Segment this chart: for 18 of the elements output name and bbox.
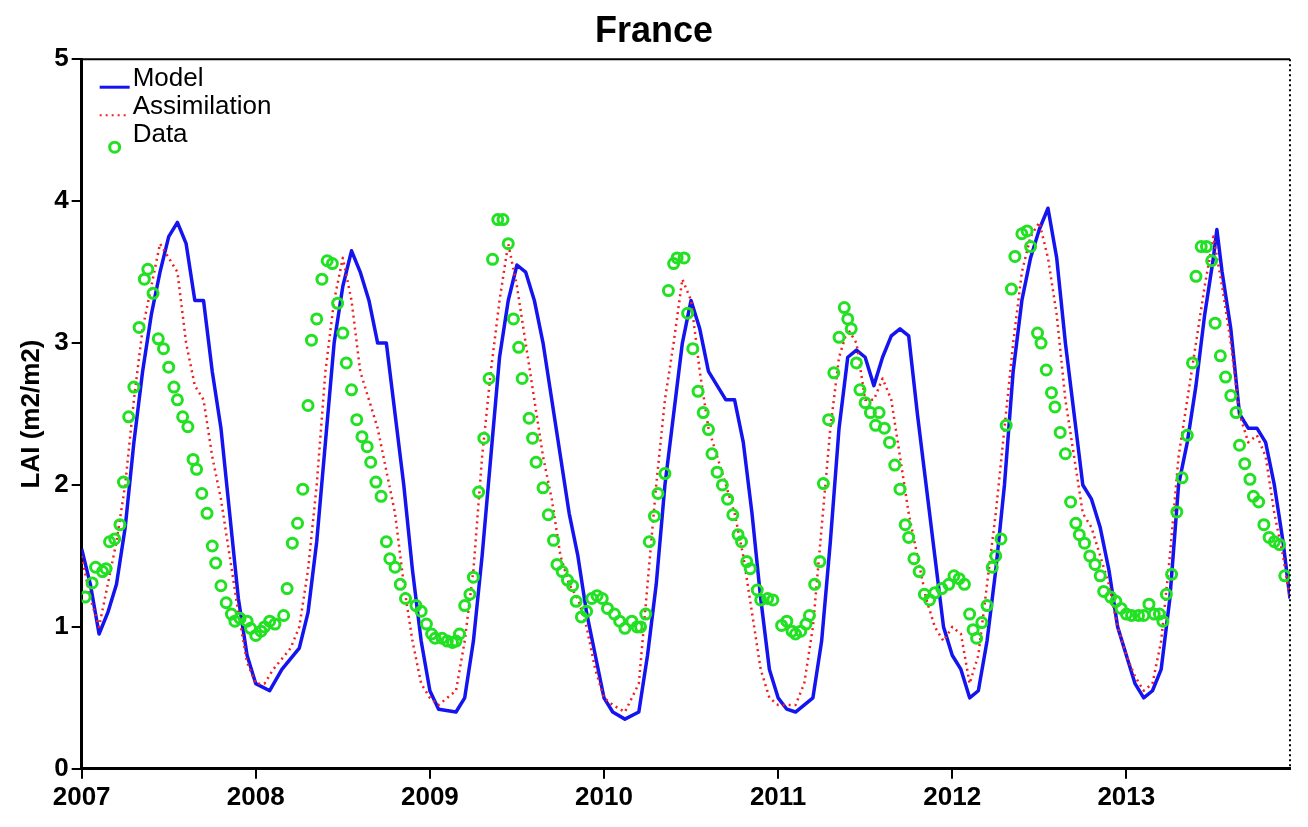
legend-label: Data xyxy=(132,118,189,149)
x-tick-label: 2009 xyxy=(400,780,459,811)
x-tick-label: 2011 xyxy=(749,780,807,811)
y-tick-label: 2 xyxy=(54,468,69,499)
legend-label: Model xyxy=(132,62,204,93)
legend-label: Assimilation xyxy=(132,90,272,121)
y-tick-label: 0 xyxy=(54,751,69,782)
y-tick-label: 1 xyxy=(54,610,69,641)
x-tick-label: 2010 xyxy=(575,780,633,811)
y-tick-label: 4 xyxy=(54,184,70,215)
y-tick-label: 5 xyxy=(54,42,69,73)
x-tick-label: 2008 xyxy=(226,780,285,811)
x-tick-label: 2007 xyxy=(52,780,111,811)
x-tick-label: 2012 xyxy=(923,780,982,811)
y-tick-label: 3 xyxy=(54,326,69,357)
chart-title: France xyxy=(594,8,714,50)
y-axis-title: LAI (m2/m2) xyxy=(14,339,45,489)
x-tick-label: 2013 xyxy=(1097,780,1156,811)
